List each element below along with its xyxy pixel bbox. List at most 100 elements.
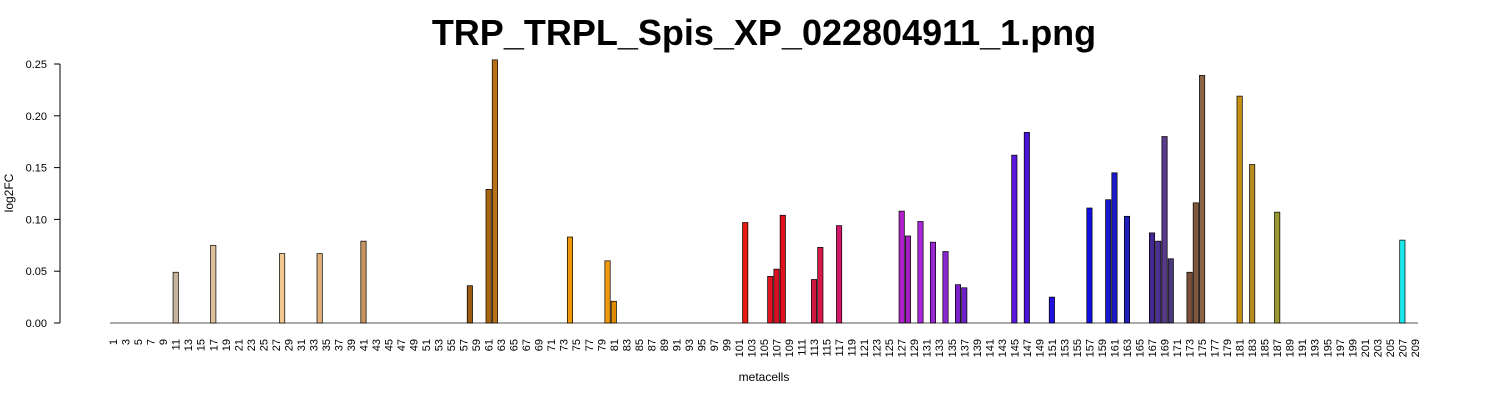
x-tick-label: 145	[1009, 339, 1021, 357]
x-tick-label: 201	[1360, 339, 1372, 357]
x-tick-label: 117	[834, 339, 846, 357]
x-tick-label: 133	[934, 339, 946, 357]
bar-metacell-161	[1111, 172, 1118, 324]
x-tick-label: 55	[446, 339, 458, 351]
bar-metacell-181	[1236, 95, 1243, 324]
x-tick-label: 147	[1022, 339, 1034, 357]
x-tick-label: 103	[746, 339, 758, 357]
bar-metacell-61	[485, 189, 492, 324]
bar-metacell-169	[1161, 136, 1168, 324]
x-tick-label: 29	[283, 339, 295, 351]
x-tick-label: 9	[158, 339, 170, 345]
bar-metacell-80	[604, 260, 611, 324]
x-tick-label: 171	[1172, 339, 1184, 357]
x-tick-label: 107	[772, 339, 784, 357]
x-tick-label: 173	[1185, 339, 1197, 357]
x-tick-label: 19	[221, 339, 233, 351]
x-tick-label: 193	[1310, 339, 1322, 357]
x-tick-label: 37	[333, 339, 345, 351]
x-tick-label: 97	[709, 339, 721, 351]
y-tick-label: 0.25	[26, 59, 47, 71]
x-tick-label: 61	[484, 339, 496, 351]
x-tick-label: 127	[897, 339, 909, 357]
x-tick-label: 41	[358, 339, 370, 351]
bar-metacell-168	[1155, 240, 1162, 324]
bar-metacell-147	[1023, 132, 1030, 324]
x-tick-label: 207	[1397, 339, 1409, 357]
x-tick-label: 1	[108, 339, 120, 345]
chart-title: TRP_TRPL_Spis_XP_022804911_1.png	[432, 12, 1096, 53]
x-tick-label: 179	[1222, 339, 1234, 357]
x-tick-label: 7	[146, 339, 158, 345]
bar-metacell-170	[1167, 258, 1174, 324]
x-tick-label: 69	[534, 339, 546, 351]
x-tick-label: 121	[859, 339, 871, 357]
x-tick-label: 187	[1272, 339, 1284, 357]
x-tick-label: 119	[847, 339, 859, 357]
x-tick-label: 105	[759, 339, 771, 357]
x-tick-label: 203	[1372, 339, 1384, 357]
bar-metacell-28	[279, 253, 286, 324]
x-tick-label: 45	[383, 339, 395, 351]
x-tick-label: 175	[1197, 339, 1209, 357]
x-tick-label: 115	[822, 339, 834, 357]
x-tick-label: 67	[521, 339, 533, 351]
bar-metacell-160	[1105, 199, 1112, 324]
x-tick-label: 3	[121, 339, 133, 345]
x-tick-label: 123	[872, 339, 884, 357]
x-tick-label: 143	[997, 339, 1009, 357]
x-tick-label: 157	[1084, 339, 1096, 357]
x-tick-label: 139	[972, 339, 984, 357]
bar-metacell-58	[466, 285, 473, 324]
x-tick-label: 59	[471, 339, 483, 351]
x-tick-label: 141	[984, 339, 996, 357]
x-tick-label: 169	[1160, 339, 1172, 357]
y-tick-label: 0.05	[26, 266, 47, 278]
x-tick-label: 33	[308, 339, 320, 351]
x-tick-label: 15	[196, 339, 208, 351]
x-tick-label: 11	[171, 339, 183, 350]
x-tick-label: 77	[584, 339, 596, 351]
bar-series	[172, 59, 1406, 324]
bar-metacell-127	[898, 210, 905, 324]
x-tick-label: 189	[1285, 339, 1297, 357]
y-tick-label: 0.10	[26, 214, 47, 226]
x-axis-label: metacells	[739, 370, 790, 384]
x-tick-label: 151	[1047, 339, 1059, 357]
bar-metacell-114	[817, 247, 824, 324]
x-tick-label: 49	[409, 339, 421, 351]
bar-metacell-134	[942, 251, 949, 324]
x-tick-label: 23	[246, 339, 258, 351]
x-tick-label: 13	[183, 339, 195, 351]
x-tick-label: 65	[509, 339, 521, 351]
x-tick-label: 113	[809, 339, 821, 357]
x-tick-label: 183	[1247, 339, 1259, 357]
bar-metacell-175	[1199, 75, 1206, 324]
x-tick-label: 21	[233, 339, 245, 351]
bar-metacell-102	[742, 222, 749, 324]
bar-metacell-11	[172, 271, 179, 324]
y-tick-label: 0.15	[26, 163, 47, 175]
x-tick-label: 153	[1059, 339, 1071, 357]
x-tick-label: 75	[571, 339, 583, 351]
x-axis: 1 3 5 7 9 11 13 15 17 19 21 23 25 27 29 31 33 35 37 39 41 43 4…	[108, 322, 1422, 357]
x-tick-label: 83	[621, 339, 633, 351]
x-tick-label: 93	[684, 339, 696, 351]
bar-metacell-132	[929, 241, 936, 324]
bar-metacell-106	[767, 276, 774, 324]
x-tick-label: 39	[346, 339, 358, 351]
x-tick-label: 73	[559, 339, 571, 351]
bar-metacell-17	[210, 244, 217, 324]
x-tick-label: 91	[671, 339, 683, 351]
x-tick-label: 109	[784, 339, 796, 357]
x-tick-label: 57	[459, 339, 471, 351]
bar-metacell-137	[961, 287, 968, 324]
x-tick-label: 85	[634, 339, 646, 351]
bar-metacell-128	[904, 235, 911, 324]
bar-metacell-34	[316, 253, 323, 324]
bar-metacell-145	[1011, 154, 1018, 324]
y-axis: 0.00 0.05 0.10 0.15 0.20 0.25	[26, 59, 61, 330]
bar-metacell-108	[779, 214, 786, 324]
bar-metacell-151	[1048, 296, 1055, 324]
